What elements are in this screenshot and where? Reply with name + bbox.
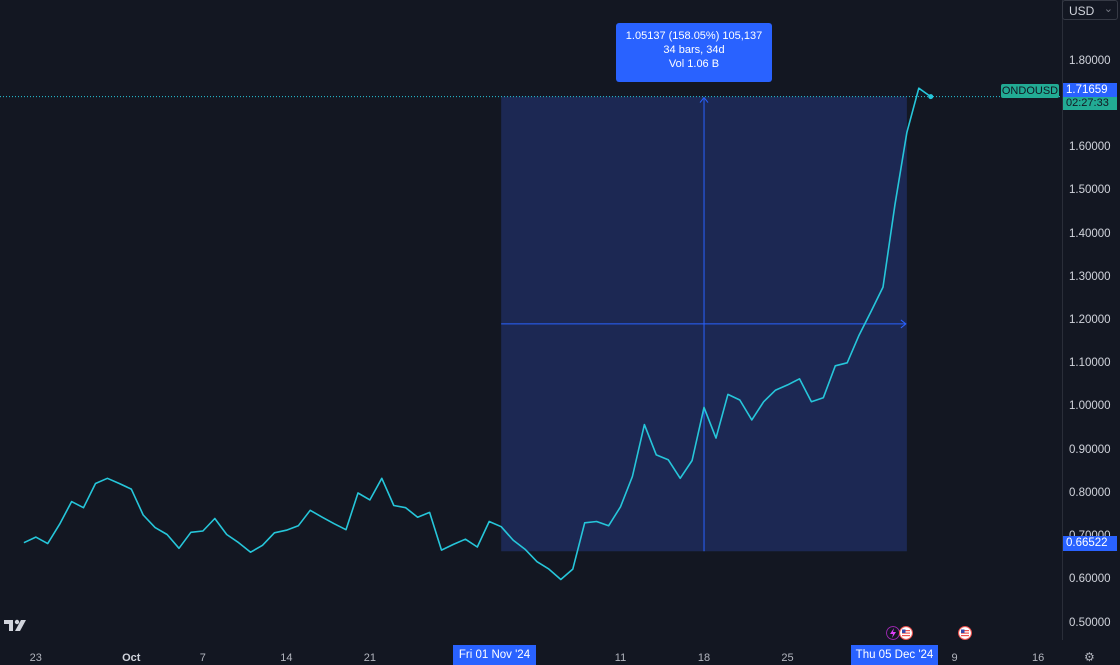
price-tick-label: 1.50000 — [1069, 184, 1111, 197]
time-axis[interactable]: 23Oct71421111825De916 — [0, 640, 1062, 665]
tooltip-bars: 34 bars, 34d — [663, 44, 725, 56]
price-tick-label: 1.80000 — [1069, 54, 1111, 67]
us-flag-event-icon[interactable] — [958, 626, 972, 640]
currency-selector[interactable]: USD ⌄ — [1062, 0, 1118, 20]
range-vertical-arrowhead — [699, 96, 709, 103]
symbol-badge: ONDOUSD — [1001, 84, 1059, 98]
tooltip-volume: Vol 1.06 B — [668, 58, 720, 70]
tooltip-change: 1.05137 (158.05%) 105,137 — [625, 30, 763, 42]
last-price-label: 1.71659 — [1063, 83, 1117, 97]
range-start-date-label: Fri 01 Nov '24 — [453, 645, 536, 665]
price-tick-label: 1.40000 — [1069, 227, 1111, 240]
currency-label: USD — [1069, 4, 1095, 18]
range-horizontal-arrowhead — [900, 319, 907, 329]
time-tick-label: 23 — [29, 652, 42, 664]
price-tick-label: 1.60000 — [1069, 141, 1111, 154]
time-tick-label: Oct — [122, 652, 141, 664]
measure-tooltip: 1.05137 (158.05%) 105,137 34 bars, 34d V… — [616, 23, 772, 82]
time-tick-label: 7 — [199, 652, 206, 664]
price-series-line — [23, 87, 932, 581]
price-chart[interactable] — [0, 0, 1062, 640]
price-tick-label: 0.50000 — [1069, 616, 1111, 629]
price-tick-label: 0.90000 — [1069, 443, 1111, 456]
time-tick-label: 21 — [363, 652, 377, 664]
chevron-down-icon: ⌄ — [1103, 3, 1113, 15]
tradingview-logo-icon[interactable] — [4, 618, 30, 636]
range-end-date-label: Thu 05 Dec '24 — [851, 645, 938, 665]
price-tick-label: 1.20000 — [1069, 314, 1111, 326]
price-tick-label: 1.00000 — [1069, 400, 1111, 413]
time-tick-label: 14 — [280, 652, 293, 664]
price-tick-label: 1.10000 — [1069, 357, 1111, 370]
price-tick-label: 0.60000 — [1069, 573, 1111, 586]
measure-range-layer — [501, 96, 907, 552]
range-low-price-label: 0.66522 — [1063, 536, 1117, 551]
settings-gear-icon[interactable]: ⚙ — [1084, 650, 1095, 664]
time-tick-label: 11 — [614, 652, 627, 664]
time-tick-label: 18 — [697, 652, 711, 664]
price-point — [928, 94, 934, 100]
price-tick-label: 1.30000 — [1069, 270, 1111, 283]
time-tick-label: 25 — [781, 652, 794, 664]
price-tick-label: 0.80000 — [1069, 486, 1111, 499]
time-tick-label: 16 — [1032, 652, 1045, 664]
time-tick-label: 9 — [951, 652, 958, 664]
price-line-layer — [0, 87, 1062, 581]
flash-event-icon[interactable] — [886, 626, 900, 640]
bar-countdown-label: 02:27:33 — [1063, 97, 1117, 110]
us-flag-event-icon[interactable] — [899, 626, 913, 640]
